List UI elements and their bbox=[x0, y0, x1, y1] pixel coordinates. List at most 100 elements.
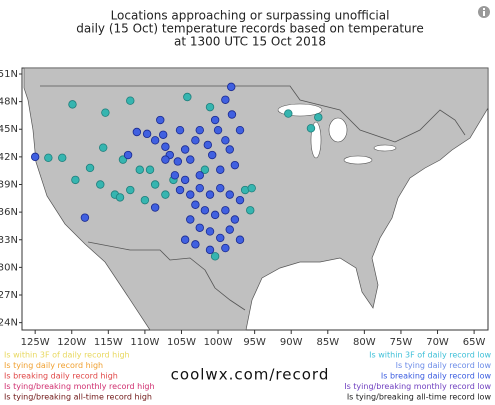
station-marker bbox=[135, 165, 144, 174]
station-marker bbox=[126, 96, 135, 105]
station-marker bbox=[85, 163, 95, 173]
station-marker bbox=[150, 180, 160, 189]
station-marker bbox=[180, 235, 190, 244]
station-marker bbox=[210, 115, 220, 125]
station-marker bbox=[126, 185, 135, 195]
country-border bbox=[40, 85, 466, 143]
station-marker bbox=[221, 243, 230, 253]
station-marker bbox=[150, 136, 160, 145]
x-tick-label: 75W bbox=[390, 337, 413, 348]
station-marker bbox=[150, 203, 160, 212]
station-marker bbox=[142, 129, 152, 139]
station-marker bbox=[314, 113, 323, 122]
legend-entry: Is breaking daily record high bbox=[4, 372, 118, 381]
station-marker bbox=[230, 160, 240, 170]
station-marker bbox=[115, 193, 125, 202]
station-marker bbox=[170, 171, 180, 180]
y-tick-label: 51N bbox=[0, 69, 18, 80]
station-marker bbox=[180, 175, 190, 185]
station-marker bbox=[30, 152, 40, 162]
legend-entry: Is tying daily record low bbox=[396, 361, 492, 370]
legend-entry: Is tying daily record high bbox=[4, 361, 103, 370]
x-tick-label: 65W bbox=[463, 337, 486, 348]
info-glyph bbox=[483, 8, 485, 10]
station-marker bbox=[284, 109, 293, 118]
station-marker bbox=[195, 183, 204, 193]
station-marker bbox=[158, 130, 168, 139]
station-marker bbox=[205, 227, 215, 236]
station-marker bbox=[221, 206, 230, 215]
station-marker bbox=[205, 102, 215, 112]
station-marker bbox=[161, 155, 170, 164]
station-marker bbox=[235, 195, 245, 205]
station-marker bbox=[191, 240, 200, 249]
station-marker bbox=[200, 165, 210, 174]
station-marker bbox=[235, 235, 245, 244]
station-marker bbox=[205, 190, 215, 199]
station-marker bbox=[227, 82, 236, 92]
legend-entry: Is within 3F of daily record high bbox=[4, 351, 130, 360]
station-marker bbox=[213, 125, 223, 135]
station-marker bbox=[132, 127, 142, 137]
lake bbox=[328, 117, 348, 143]
station-marker bbox=[180, 145, 190, 154]
legend-entry: Is within 3F of daily record low bbox=[369, 351, 491, 360]
station-marker bbox=[210, 210, 220, 220]
station-marker bbox=[123, 150, 133, 160]
station-marker bbox=[247, 183, 256, 193]
y-tick-label: 36N bbox=[0, 207, 18, 218]
y-tick-label: 30N bbox=[0, 262, 18, 273]
station-marker bbox=[175, 125, 185, 135]
y-tick-label: 24N bbox=[0, 318, 18, 329]
station-marker bbox=[216, 233, 225, 243]
station-marker bbox=[200, 206, 210, 215]
station-marker bbox=[44, 153, 53, 162]
station-marker bbox=[96, 180, 105, 189]
x-tick-label: 125W bbox=[21, 337, 50, 348]
station-marker bbox=[173, 157, 183, 166]
station-marker bbox=[68, 100, 77, 109]
station-marker bbox=[71, 175, 80, 185]
station-marker bbox=[221, 136, 230, 145]
station-marker bbox=[186, 190, 195, 199]
station-marker bbox=[203, 140, 213, 150]
station-marker bbox=[216, 183, 225, 193]
station-marker bbox=[210, 252, 220, 261]
y-tick-label: 42N bbox=[0, 152, 18, 163]
station-marker bbox=[225, 145, 234, 154]
y-tick-label: 45N bbox=[0, 124, 18, 135]
station-marker bbox=[235, 125, 245, 135]
station-marker bbox=[225, 225, 234, 234]
station-marker bbox=[80, 213, 90, 222]
legend-entry: Is tying/breaking all-time record high bbox=[4, 393, 152, 402]
x-tick-label: 105W bbox=[167, 337, 196, 348]
x-tick-label: 120W bbox=[57, 337, 86, 348]
x-tick-label: 85W bbox=[316, 337, 339, 348]
station-marker bbox=[156, 115, 165, 125]
x-tick-label: 110W bbox=[130, 337, 159, 348]
x-tick-label: 80W bbox=[353, 337, 376, 348]
info-icon[interactable] bbox=[478, 6, 490, 18]
station-marker bbox=[227, 110, 237, 119]
station-marker bbox=[175, 185, 185, 195]
station-marker bbox=[216, 165, 225, 174]
title-line: daily (15 Oct) temperature records based… bbox=[76, 22, 423, 36]
legend-entry: Is tying/breaking all-time record low bbox=[347, 393, 492, 402]
station-marker bbox=[186, 155, 195, 164]
station-marker bbox=[191, 136, 200, 145]
x-tick-label: 95W bbox=[243, 337, 266, 348]
station-marker bbox=[208, 150, 217, 160]
station-marker bbox=[99, 143, 108, 152]
x-tick-label: 100W bbox=[204, 337, 233, 348]
x-tick-label: 115W bbox=[94, 337, 123, 348]
info-glyph bbox=[483, 11, 485, 16]
station-marker bbox=[306, 124, 316, 133]
lake bbox=[343, 155, 373, 165]
station-marker bbox=[140, 195, 150, 205]
station-marker bbox=[183, 92, 192, 102]
station-marker bbox=[161, 190, 170, 199]
y-tick-label: 33N bbox=[0, 235, 18, 246]
station-marker bbox=[195, 125, 204, 135]
legend-entry: Is tying/breaking monthly record high bbox=[4, 382, 155, 391]
